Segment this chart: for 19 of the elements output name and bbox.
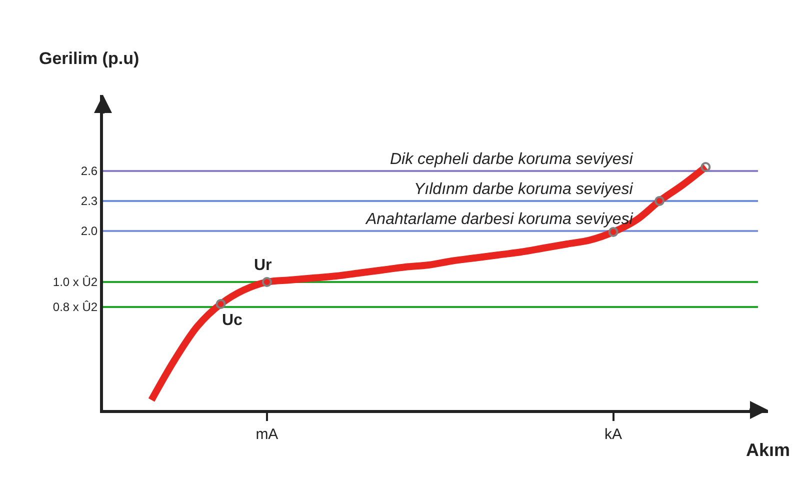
x-axis-title: Akım [746, 440, 790, 460]
annotation: Ur [254, 257, 272, 274]
point [608, 227, 618, 237]
x-tick-label: kA [604, 426, 622, 443]
x-tick-label: mA [256, 426, 278, 443]
y-tick-label: 1.0 x Û2 [52, 275, 98, 290]
y-axis-title: Gerilim (p.u) [39, 49, 140, 68]
y-tick-label: 2.0 [80, 224, 98, 238]
point [262, 277, 272, 287]
point [654, 196, 664, 206]
ref-line-label: Yıldınm darbe koruma seviyesi [414, 181, 634, 198]
y-tick-label: 2.3 [80, 194, 98, 208]
ref-line-label: Dik cepheli darbe koruma seviyesi [390, 151, 634, 168]
ref-line-label: Anahtarlame darbesi koruma seviyesi [365, 211, 634, 228]
annotation: Uc [222, 312, 243, 329]
y-tick-label: 2.6 [80, 164, 98, 178]
point [700, 162, 711, 172]
y-tick-label: 0.8 x Û2 [52, 300, 98, 314]
point [216, 299, 226, 309]
